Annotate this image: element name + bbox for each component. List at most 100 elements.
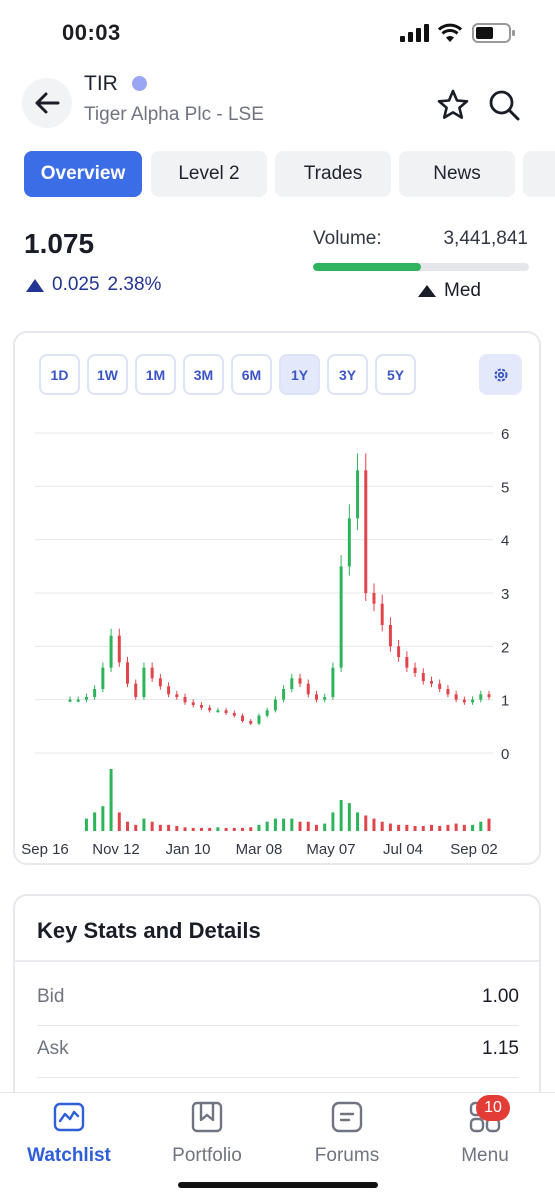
volume-bar-mark (298, 821, 302, 831)
range-1m-button[interactable]: 1M (135, 354, 176, 395)
range-3m-button[interactable]: 3M (183, 354, 224, 395)
volume-bar-mark (126, 821, 130, 831)
volume-bar-mark (150, 821, 154, 831)
tab-more[interactable] (523, 151, 555, 197)
volume-bar-mark (117, 812, 121, 831)
volume-bar-mark (356, 812, 360, 831)
candle (150, 667, 154, 679)
candle (471, 699, 475, 703)
y-tick-label: 2 (501, 639, 509, 656)
x-tick-label: May 07 (306, 841, 355, 858)
volume-bar-mark (446, 824, 450, 831)
candle (479, 694, 483, 700)
x-tick-label: Nov 12 (92, 841, 140, 858)
volume-bar-mark (339, 800, 343, 831)
y-tick-label: 1 (501, 693, 509, 710)
gear-icon (494, 368, 507, 381)
chart-settings-button[interactable] (479, 354, 522, 395)
tab-overview[interactable]: Overview (24, 151, 142, 197)
candle (109, 635, 113, 668)
tab-level-2[interactable]: Level 2 (151, 151, 267, 197)
candle (224, 710, 228, 713)
candle (175, 694, 179, 697)
star-icon[interactable] (436, 88, 470, 122)
volume-level: Med (418, 280, 481, 302)
price-chart[interactable]: 6 5 4 3 2 1 0 Sep 16 Nov 12 Jan 10 Mar 08 May 07 Jul… (15, 413, 539, 863)
volume-bar-mark (438, 826, 442, 831)
up-triangle-icon (26, 278, 44, 292)
volume-value: 3,441,841 (443, 228, 528, 249)
volume-level-label: Med (444, 280, 481, 301)
volume-bar-mark (454, 823, 458, 831)
range-1y-button[interactable]: 1Y (279, 354, 320, 395)
candle (429, 681, 433, 684)
volume-bar-mark (265, 821, 269, 831)
volume-bar-mark (93, 812, 97, 831)
volume-bar-mark (397, 824, 401, 831)
candle (167, 686, 171, 695)
range-1w-button[interactable]: 1W (87, 354, 128, 395)
volume-bar-mark (175, 826, 179, 831)
candle (347, 518, 351, 567)
candle (183, 697, 187, 703)
tab-news[interactable]: News (399, 151, 515, 197)
nav-portfolio[interactable]: Portfolio (146, 1101, 266, 1171)
status-time: 00:03 (62, 20, 121, 45)
nav-forums[interactable]: Forums (286, 1101, 406, 1171)
candle (273, 699, 277, 711)
x-tick-label: Sep 16 (21, 841, 69, 858)
y-tick-label: 0 (501, 746, 509, 763)
volume-bar-mark (413, 826, 417, 831)
last-price: 1.075 (24, 228, 95, 259)
tab-bar: Overview Level 2 Trades News (24, 151, 555, 197)
range-3y-button[interactable]: 3Y (327, 354, 368, 395)
candle (208, 707, 212, 711)
company-name: Tiger Alpha Plc - LSE (84, 104, 264, 125)
volume-bar-mark (388, 823, 392, 831)
header: TIR Tiger Alpha Plc - LSE (0, 64, 555, 144)
x-tick-label: Jul 04 (383, 841, 423, 858)
nav-label: Forums (314, 1145, 380, 1166)
y-tick-label: 4 (501, 533, 509, 550)
volume-bar-mark (101, 806, 105, 831)
candle (454, 694, 458, 700)
candle (388, 625, 392, 647)
status-bar: 00:03 (0, 0, 555, 60)
candle (117, 635, 121, 663)
volume-bar-mark (224, 827, 228, 831)
volume-bar-mark (347, 803, 351, 831)
divider (15, 960, 539, 962)
volume-bar-mark (273, 818, 277, 831)
volume-bar-mark (462, 824, 466, 831)
candle (232, 713, 236, 716)
triangle-icon (418, 285, 436, 297)
key-stats-card: Key Stats and Details Bid 1.00 Ask 1.15 (13, 894, 541, 1124)
candle (446, 689, 450, 695)
search-icon[interactable] (487, 88, 521, 122)
forum-icon (331, 1101, 363, 1133)
volume-bar (313, 263, 529, 271)
nav-watchlist[interactable]: Watchlist (8, 1101, 128, 1171)
candle (298, 678, 302, 684)
candle (380, 603, 384, 625)
x-tick-label: Sep 02 (450, 841, 498, 858)
price-change: 0.025 2.38% (26, 274, 161, 296)
back-button[interactable] (22, 78, 72, 128)
nav-label: Portfolio (172, 1145, 242, 1166)
chart-card: 1D 1W 1M 3M 6M 1Y 3Y 5Y 6 5 4 3 2 1 0 Sep 16 Nov… (13, 331, 541, 865)
candle (249, 721, 253, 724)
candle (397, 646, 401, 657)
range-6m-button[interactable]: 6M (231, 354, 272, 395)
candle (314, 694, 318, 700)
range-1d-button[interactable]: 1D (39, 354, 80, 395)
stat-label: Ask (37, 1038, 69, 1059)
ticker-symbol: TIR (84, 72, 118, 95)
candle (199, 705, 203, 708)
volume-bar-mark (405, 824, 409, 831)
range-5y-button[interactable]: 5Y (375, 354, 416, 395)
x-tick-label: Mar 08 (236, 841, 283, 858)
volume-bar-mark (216, 827, 220, 831)
stat-row-ask: Ask 1.15 (37, 1026, 519, 1078)
tab-trades[interactable]: Trades (275, 151, 391, 197)
volume-bar-mark (257, 824, 261, 831)
